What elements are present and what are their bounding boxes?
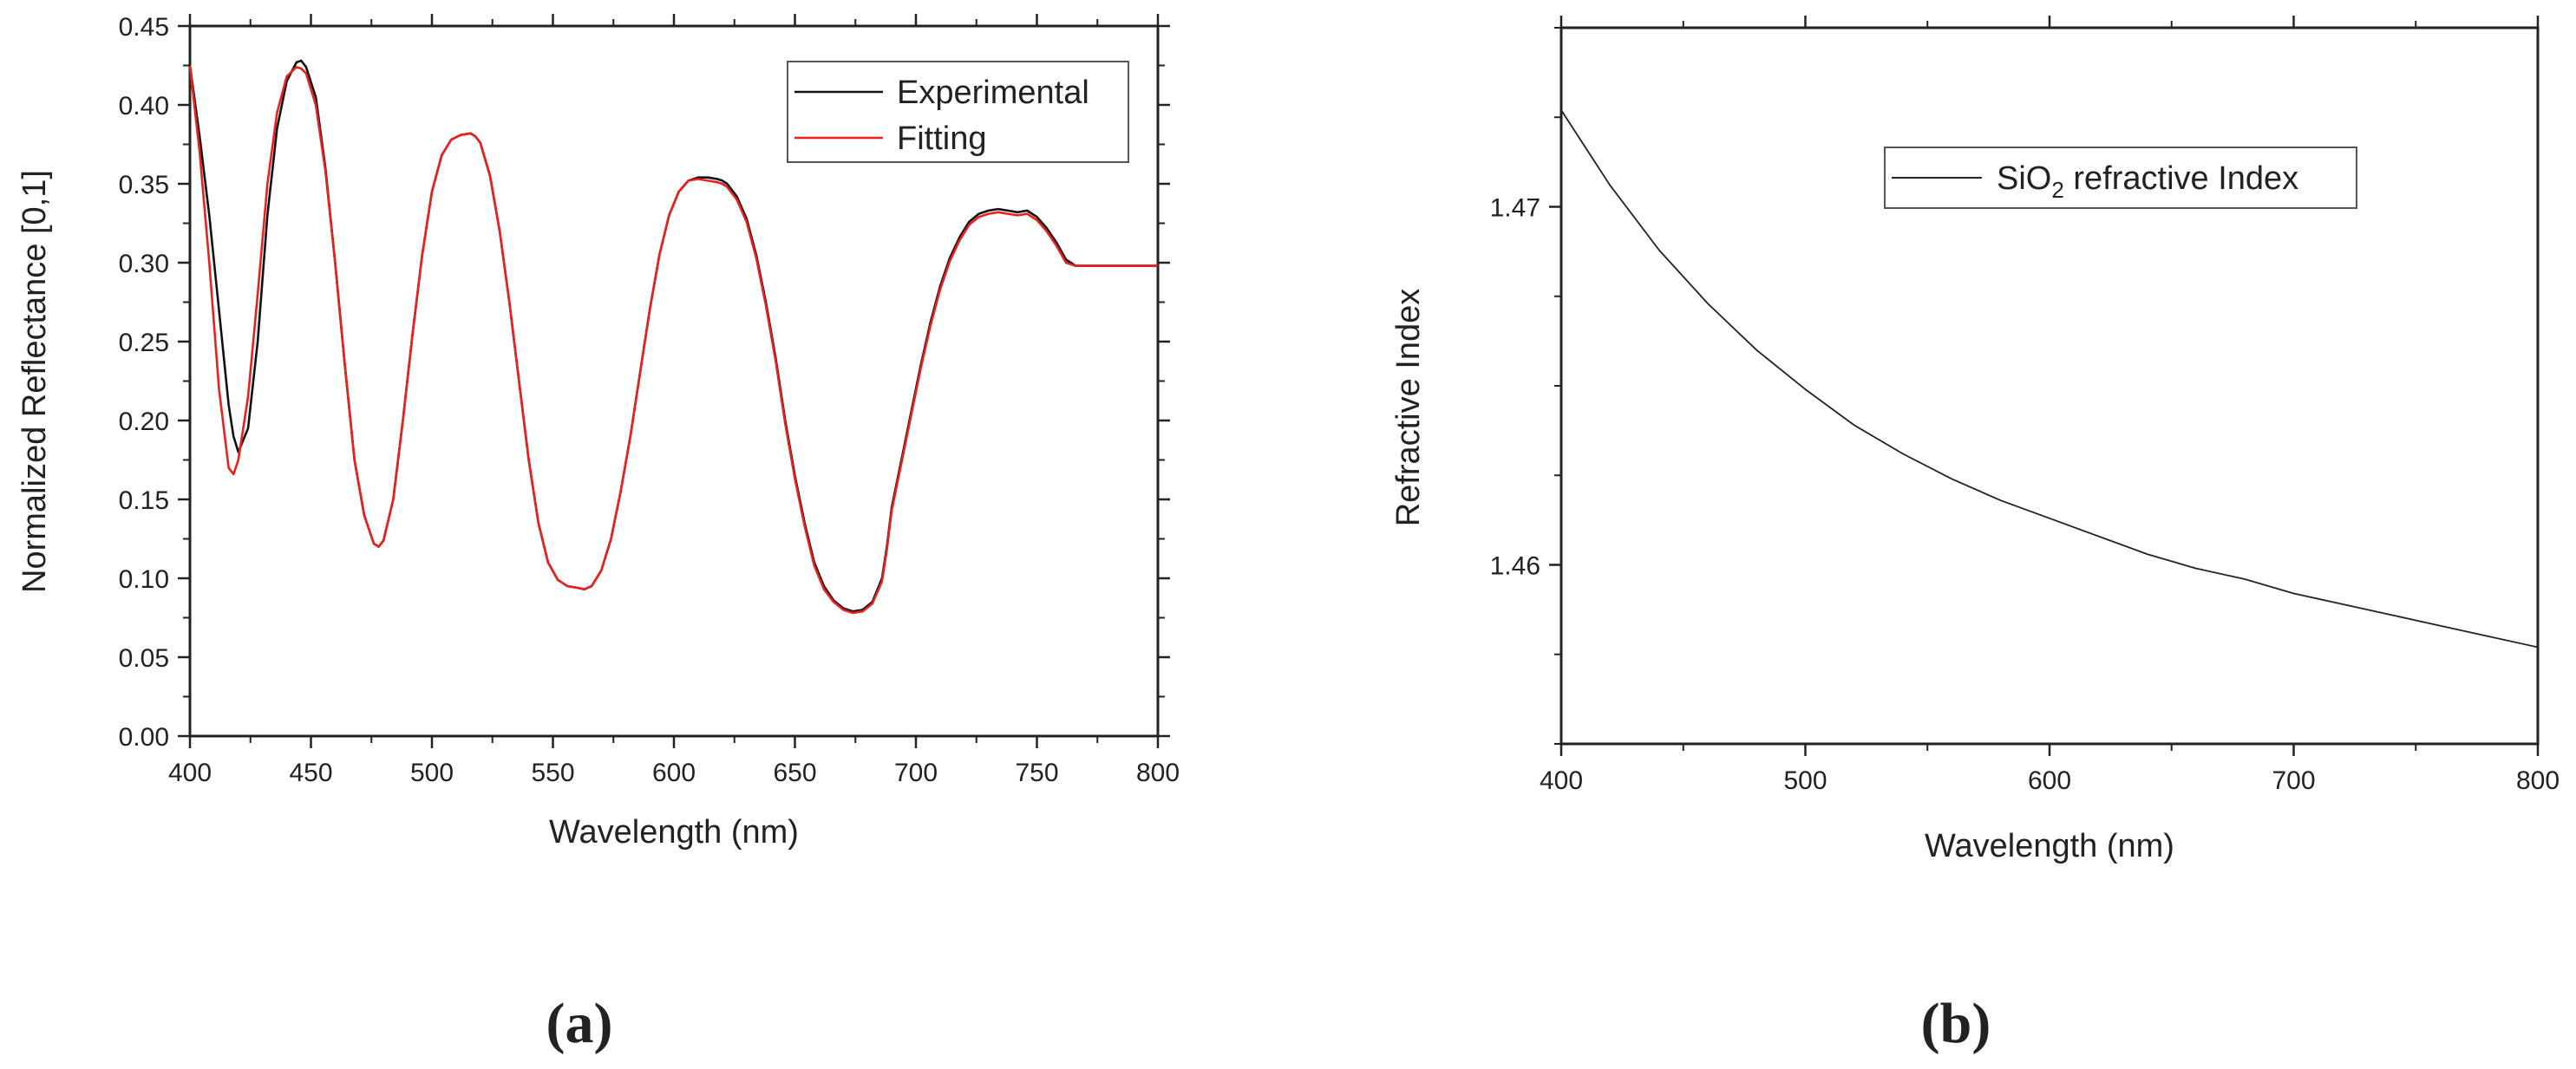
x-tick-label-a-6: 700 <box>894 759 938 787</box>
legend-box-a <box>787 61 1129 163</box>
x-tick-label-b-2: 600 <box>2028 766 2071 795</box>
y-tick-label-b-0: 1.46 <box>1490 552 1540 581</box>
y-tick-label-a-5: 0.25 <box>119 329 169 357</box>
legend-b: SiO2 refractive Index <box>1884 147 2357 209</box>
legend-label-sio2: SiO2 refractive Index <box>1997 160 2298 203</box>
x-tick-label-a-7: 750 <box>1015 759 1058 787</box>
y-tick-label-a-6: 0.30 <box>119 250 169 278</box>
panel-label-b: (b) <box>1921 992 1991 1055</box>
series-line-b-0 <box>1560 109 2539 649</box>
legend-label-sio2-subscript: 2 <box>2051 177 2063 203</box>
y-tick-label-a-4: 0.20 <box>119 407 169 436</box>
x-tick-label-a-5: 650 <box>773 759 816 787</box>
legend-label-experimental: Experimental <box>897 75 1089 111</box>
legend-label-fitting: Fitting <box>897 121 986 157</box>
y-tick-label-a-1: 0.05 <box>119 644 169 673</box>
legend-a: Experimental Fitting <box>787 61 1129 163</box>
y-tick-label-a-0: 0.00 <box>119 723 169 752</box>
x-tick-label-b-4: 800 <box>2516 766 2560 795</box>
legend-label-sio2-base: SiO <box>1997 160 2051 197</box>
legend-label-sio2-suffix: refractive Index <box>2064 160 2298 197</box>
y-tick-label-b-1: 1.47 <box>1490 194 1540 223</box>
x-tick-label-a-1: 450 <box>289 759 332 787</box>
x-tick-label-a-3: 550 <box>531 759 574 787</box>
y-axis-title-a: Normalized Reflectance [0,1] <box>16 170 53 593</box>
series-group-b <box>1560 109 2539 649</box>
x-tick-label-b-0: 400 <box>1540 766 1583 795</box>
x-tick-label-b-3: 700 <box>2272 766 2315 795</box>
x-tick-label-a-8: 800 <box>1136 759 1180 787</box>
y-axis-title-b: Refractive Index <box>1390 289 1427 527</box>
y-tick-label-a-3: 0.15 <box>119 486 169 515</box>
x-tick-label-b-1: 500 <box>1783 766 1827 795</box>
series-group-a <box>188 59 1158 615</box>
x-tick-label-a-2: 500 <box>410 759 454 787</box>
y-tick-label-a-9: 0.45 <box>119 13 169 42</box>
y-tick-label-a-7: 0.35 <box>119 171 169 199</box>
x-tick-label-a-4: 600 <box>652 759 696 787</box>
ticks-group-b: 400 500 600 700 800 1.46 1.47 <box>1490 16 2560 795</box>
series-line-a-1 <box>188 65 1158 615</box>
x-axis-title-b: Wavelength (nm) <box>1925 828 2174 864</box>
plot-area-b <box>1559 26 2540 746</box>
y-tick-label-a-2: 0.10 <box>119 565 169 594</box>
y-tick-label-a-8: 0.40 <box>119 92 169 121</box>
panel-label-a: (a) <box>546 992 613 1055</box>
x-axis-title-a: Wavelength (nm) <box>549 814 799 851</box>
chart-panel-a: 400 450 500 550 600 650 700 750 800 0.00 0.05 0.10 0… <box>16 13 1180 1055</box>
ticks-group-a: 400 450 500 550 600 650 700 750 800 0.00 0.05 0.10 0… <box>119 13 1180 787</box>
x-tick-label-a-0: 400 <box>168 759 212 787</box>
